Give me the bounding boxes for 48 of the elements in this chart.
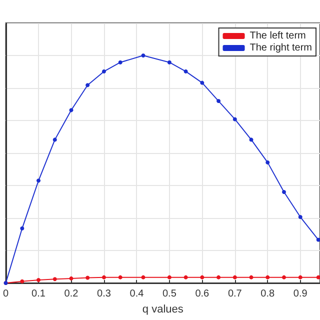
point xyxy=(69,276,74,280)
x-tick-label: 0.7 xyxy=(228,288,242,300)
point xyxy=(232,117,237,122)
point xyxy=(69,108,74,112)
x-tick-label: 0 xyxy=(3,288,9,300)
point xyxy=(249,275,254,280)
point xyxy=(102,69,106,74)
x-axis-title: q values xyxy=(142,304,184,316)
point xyxy=(200,80,204,85)
point xyxy=(298,275,302,280)
point xyxy=(216,275,221,280)
point xyxy=(184,69,188,74)
x-tick-label: 0.9 xyxy=(293,288,308,300)
point xyxy=(36,178,41,183)
point xyxy=(167,60,172,64)
point xyxy=(141,54,146,58)
point xyxy=(52,138,57,142)
point xyxy=(216,99,221,104)
point xyxy=(167,275,172,280)
x-tick-label: 0.6 xyxy=(195,288,210,300)
point xyxy=(249,138,254,142)
x-tick-label: 0.1 xyxy=(32,288,46,300)
point xyxy=(266,160,270,164)
point xyxy=(184,275,188,280)
x-tick-label: 0.2 xyxy=(64,288,79,300)
point xyxy=(86,83,90,88)
point xyxy=(20,279,24,284)
point xyxy=(86,276,90,280)
point xyxy=(298,215,302,220)
point xyxy=(316,238,320,242)
x-tick-label: 0.5 xyxy=(162,288,177,300)
point xyxy=(200,275,204,280)
x-tick-label: 0.4 xyxy=(130,288,144,300)
point xyxy=(52,277,57,282)
point xyxy=(266,275,270,280)
point xyxy=(102,275,106,280)
point xyxy=(20,226,24,230)
point xyxy=(282,190,286,194)
x-tick-label: 0.8 xyxy=(260,288,276,300)
point xyxy=(118,60,122,64)
legend-label: The right term xyxy=(250,42,312,54)
point xyxy=(118,275,122,280)
point xyxy=(141,275,146,280)
point xyxy=(232,275,237,280)
point xyxy=(316,275,320,280)
legend-label: The left term xyxy=(250,30,306,42)
point xyxy=(282,275,286,280)
x-tick-label: 0.3 xyxy=(97,288,112,300)
